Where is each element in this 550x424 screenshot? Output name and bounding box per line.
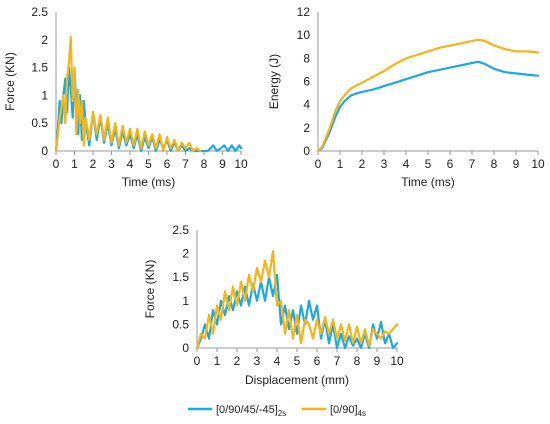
y-tick-label: 0 (182, 341, 189, 355)
x-tick-label: 9 (374, 354, 381, 368)
x-tick-label: 9 (219, 157, 226, 171)
x-tick-label: 1 (337, 157, 344, 171)
x-tick-label: 8 (354, 354, 361, 368)
series-line-a (316, 60, 540, 153)
y-axis-label: Energy (J) (267, 54, 281, 109)
x-tick-label: 5 (145, 157, 152, 171)
x-tick-label: 5 (425, 157, 432, 171)
x-tick-label: 10 (390, 354, 404, 368)
x-tick-label: 0 (315, 157, 322, 171)
legend-label-series-a: [0/90/45/-45]2s (216, 404, 286, 418)
x-tick-label: 4 (403, 157, 410, 171)
x-tick-label: 7 (334, 354, 341, 368)
y-tick-label: 2 (303, 121, 310, 135)
x-tick-label: 8 (491, 157, 498, 171)
x-tick-label: 0 (194, 354, 201, 368)
x-tick-label: 10 (531, 157, 545, 171)
y-tick-label: 1.5 (31, 61, 48, 75)
x-tick-label: 6 (447, 157, 454, 171)
y-tick-label: 1.5 (172, 270, 189, 284)
legend: [0/90/45/-45]2s [0/90]4s (188, 404, 366, 418)
series-line-b (316, 38, 540, 153)
x-tick-label: 6 (314, 354, 321, 368)
y-tick-label: 2 (182, 247, 189, 261)
x-tick-label: 1 (71, 157, 78, 171)
y-tick-label: 10 (297, 28, 311, 42)
y-tick-label: 2.5 (31, 5, 48, 19)
x-tick-label: 10 (234, 157, 248, 171)
y-tick-label: 1 (182, 294, 189, 308)
y-axis-label: Force (KN) (143, 260, 157, 319)
x-tick-label: 0 (53, 157, 60, 171)
x-tick-label: 1 (214, 354, 221, 368)
y-tick-label: 2 (41, 33, 48, 47)
series-line-b (54, 35, 202, 153)
x-tick-label: 3 (381, 157, 388, 171)
series-line-b (195, 250, 399, 350)
x-tick-label: 9 (513, 157, 520, 171)
x-tick-label: 7 (469, 157, 476, 171)
x-tick-label: 8 (201, 157, 208, 171)
x-axis-label: Displacement (mm) (245, 373, 349, 387)
y-axis-label: Force (KN) (3, 52, 17, 111)
x-tick-label: 4 (274, 354, 281, 368)
x-tick-label: 5 (294, 354, 301, 368)
x-axis-label: Time (ms) (401, 175, 455, 189)
y-tick-label: 0 (41, 144, 48, 158)
y-tick-label: 4 (303, 98, 310, 112)
y-tick-label: 0 (303, 144, 310, 158)
y-tick-label: 1 (41, 88, 48, 102)
x-tick-label: 2 (359, 157, 366, 171)
x-tick-label: 7 (182, 157, 189, 171)
x-tick-label: 2 (90, 157, 97, 171)
legend-label-series-b: [0/90]4s (330, 404, 366, 418)
y-tick-label: 0.5 (172, 317, 189, 331)
y-tick-label: 6 (303, 75, 310, 89)
y-tick-label: 0.5 (31, 116, 48, 130)
x-tick-label: 3 (108, 157, 115, 171)
x-tick-label: 4 (127, 157, 134, 171)
x-tick-label: 3 (254, 354, 261, 368)
x-tick-label: 2 (234, 354, 241, 368)
x-tick-label: 6 (164, 157, 171, 171)
x-axis-label: Time (ms) (122, 175, 176, 189)
y-tick-label: 2.5 (172, 223, 189, 237)
y-tick-label: 12 (297, 5, 311, 19)
y-tick-label: 8 (303, 51, 310, 65)
